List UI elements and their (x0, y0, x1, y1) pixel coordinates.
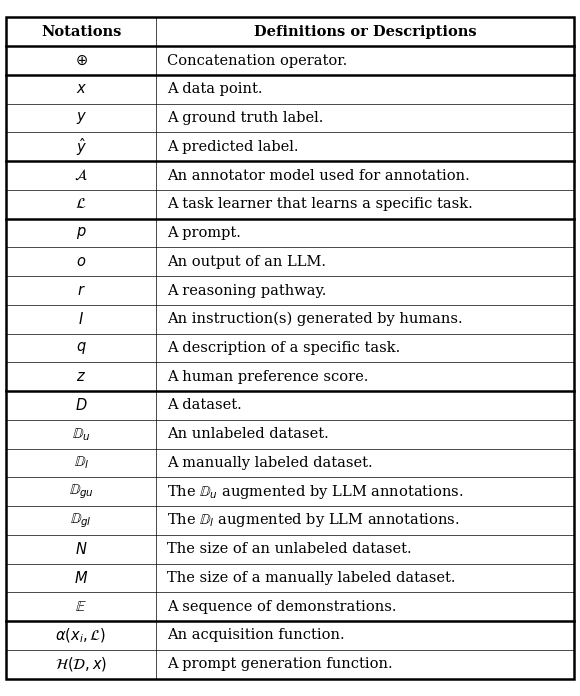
Text: $\mathbb{D}_l$: $\mathbb{D}_l$ (74, 454, 89, 471)
Text: $\mathcal{L}$: $\mathcal{L}$ (75, 197, 87, 212)
Text: A dataset.: A dataset. (167, 399, 242, 413)
Text: $\mathcal{A}$: $\mathcal{A}$ (74, 168, 88, 183)
Text: $o$: $o$ (76, 255, 86, 269)
Text: $\alpha(x_i, \mathcal{L})$: $\alpha(x_i, \mathcal{L})$ (56, 626, 107, 644)
Text: A predicted label.: A predicted label. (167, 140, 298, 154)
Text: $z$: $z$ (76, 370, 86, 383)
Text: Concatenation operator.: Concatenation operator. (167, 54, 347, 68)
Text: $\mathbb{D}_u$: $\mathbb{D}_u$ (72, 426, 90, 443)
Text: The $\mathbb{D}_l$ augmented by LLM annotations.: The $\mathbb{D}_l$ augmented by LLM anno… (167, 512, 459, 530)
Text: A reasoning pathway.: A reasoning pathway. (167, 283, 326, 297)
Text: The size of a manually labeled dataset.: The size of a manually labeled dataset. (167, 571, 455, 585)
Text: A ground truth label.: A ground truth label. (167, 111, 323, 125)
Text: $\mathbb{D}_{gl}$: $\mathbb{D}_{gl}$ (70, 511, 92, 530)
Text: $D$: $D$ (75, 397, 88, 413)
Text: $r$: $r$ (77, 283, 85, 297)
Text: $N$: $N$ (75, 541, 88, 557)
Text: A sequence of demonstrations.: A sequence of demonstrations. (167, 600, 396, 614)
Text: $p$: $p$ (76, 225, 86, 241)
Text: An instruction(s) generated by humans.: An instruction(s) generated by humans. (167, 312, 462, 326)
Text: An annotator model used for annotation.: An annotator model used for annotation. (167, 168, 470, 182)
Text: A prompt generation function.: A prompt generation function. (167, 657, 393, 671)
Text: The $\mathbb{D}_u$ augmented by LLM annotations.: The $\mathbb{D}_u$ augmented by LLM anno… (167, 483, 463, 500)
Text: $\oplus$: $\oplus$ (75, 54, 88, 68)
Text: An output of an LLM.: An output of an LLM. (167, 255, 326, 269)
Text: $\mathbb{E}$: $\mathbb{E}$ (75, 600, 87, 614)
Text: $y$: $y$ (75, 110, 86, 126)
Text: A manually labeled dataset.: A manually labeled dataset. (167, 456, 372, 470)
Text: $\mathbb{D}_{gu}$: $\mathbb{D}_{gu}$ (68, 482, 93, 501)
Text: The size of an unlabeled dataset.: The size of an unlabeled dataset. (167, 542, 411, 556)
Text: $\mathcal{H}(\mathcal{D}, x)$: $\mathcal{H}(\mathcal{D}, x)$ (55, 655, 107, 673)
Text: $I$: $I$ (78, 311, 84, 327)
Text: $q$: $q$ (76, 340, 86, 356)
Text: Definitions or Descriptions: Definitions or Descriptions (254, 25, 477, 39)
Text: $\hat{y}$: $\hat{y}$ (75, 136, 86, 158)
Text: An acquisition function.: An acquisition function. (167, 628, 345, 642)
Text: Notations: Notations (41, 25, 121, 39)
Text: $M$: $M$ (74, 570, 88, 586)
Text: An unlabeled dataset.: An unlabeled dataset. (167, 427, 329, 441)
Text: A human preference score.: A human preference score. (167, 370, 368, 383)
Text: A description of a specific task.: A description of a specific task. (167, 341, 400, 355)
Text: A task learner that learns a specific task.: A task learner that learns a specific ta… (167, 197, 473, 212)
Text: $x$: $x$ (75, 82, 86, 96)
Text: A prompt.: A prompt. (167, 226, 241, 240)
Text: A data point.: A data point. (167, 82, 262, 96)
